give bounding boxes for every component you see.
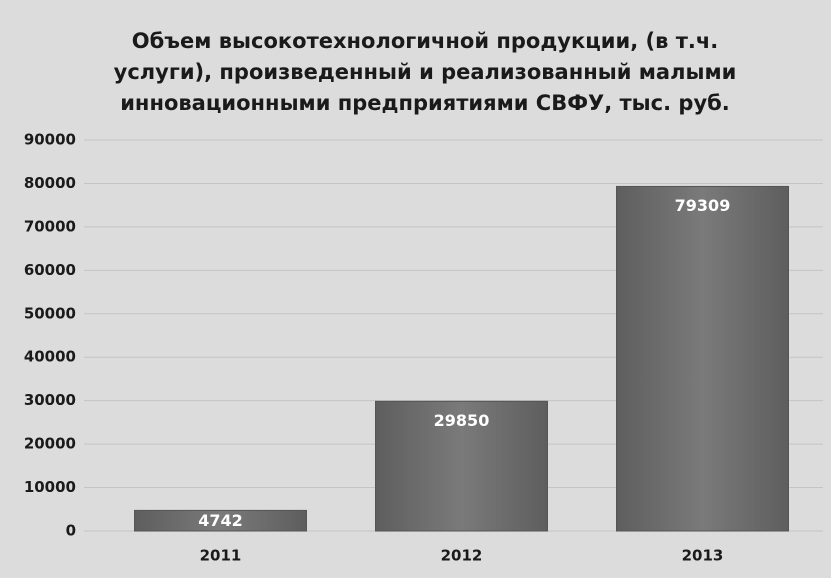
y-tick-label: 10000 <box>24 478 76 496</box>
y-tick-label: 30000 <box>24 391 76 409</box>
y-tick-label: 50000 <box>24 304 76 322</box>
y-tick-label: 40000 <box>24 348 76 366</box>
y-tick-label: 90000 <box>24 131 76 149</box>
x-tick-label: 2012 <box>441 547 483 565</box>
bar <box>375 400 548 532</box>
x-tick-label: 2011 <box>200 547 242 565</box>
bar <box>616 185 789 532</box>
y-tick-label: 60000 <box>24 261 76 279</box>
x-tick-label: 2013 <box>682 547 724 565</box>
data-label: 4742 <box>198 511 243 530</box>
chart-title: Объем высокотехнологичной продукции, (в … <box>113 29 737 115</box>
y-tick-label: 80000 <box>24 174 76 192</box>
data-label: 29850 <box>434 411 490 430</box>
data-label: 79309 <box>675 196 731 215</box>
y-tick-label: 70000 <box>24 217 76 235</box>
y-tick-label: 20000 <box>24 435 76 453</box>
bar <box>134 509 307 532</box>
y-tick-label: 0 <box>66 522 76 540</box>
